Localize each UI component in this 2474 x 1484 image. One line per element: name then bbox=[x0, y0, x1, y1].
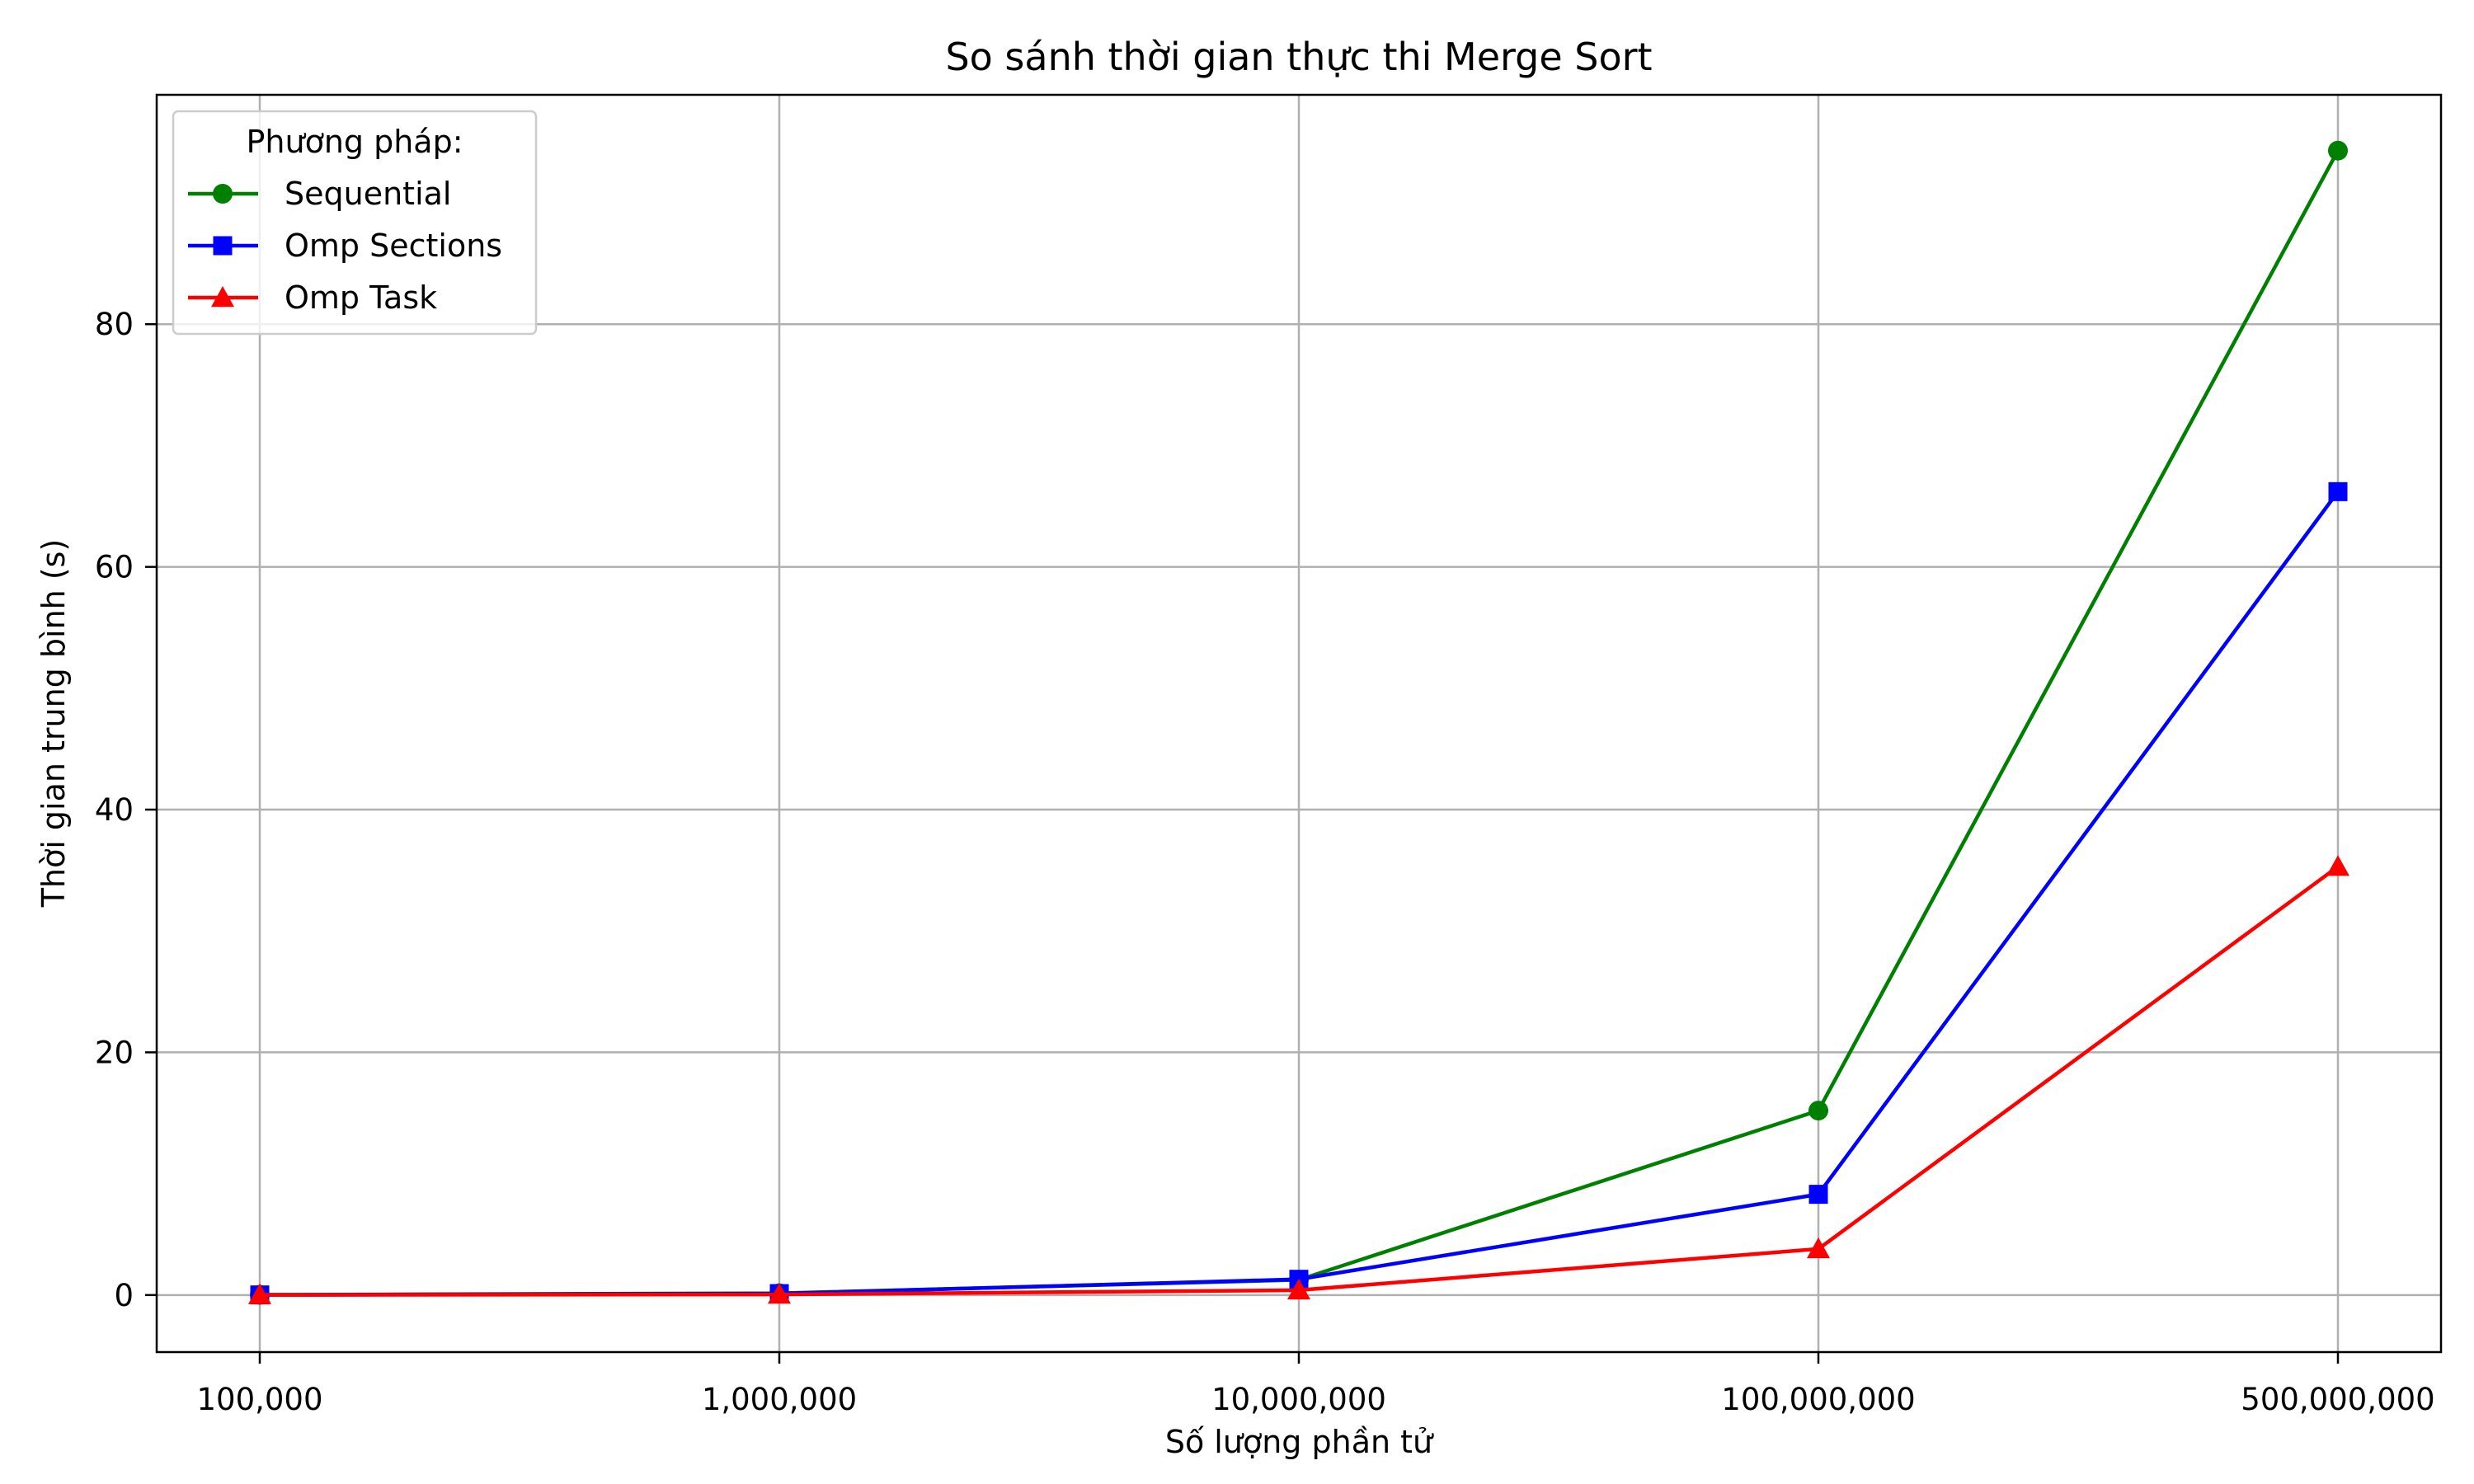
y-tick-label: 40 bbox=[95, 792, 134, 828]
y-tick-label: 0 bbox=[114, 1278, 134, 1313]
legend-label: Sequential bbox=[285, 176, 451, 212]
legend-label: Omp Sections bbox=[285, 228, 502, 264]
y-tick-label: 80 bbox=[95, 307, 134, 342]
legend-item-omp-task: Omp Task bbox=[188, 279, 437, 316]
legend-box bbox=[172, 110, 538, 336]
legend-item-omp-sections: Omp Sections bbox=[188, 228, 502, 264]
y-tick-label: 60 bbox=[95, 550, 134, 585]
data-point-omp-task bbox=[768, 1283, 791, 1304]
data-point-omp-task bbox=[1287, 1278, 1310, 1300]
y-axis-label: Thời gian trung bình (s) bbox=[35, 539, 72, 909]
plot-frame bbox=[155, 93, 2443, 1354]
chart-title: So sánh thời gian thực thi Merge Sort bbox=[945, 35, 1652, 79]
x-tick-label: 100,000 bbox=[196, 1382, 322, 1417]
x-tick-label: 500,000,000 bbox=[2241, 1382, 2434, 1417]
legend: Phương pháp: Sequential Omp Sections Omp Ta… bbox=[172, 110, 538, 336]
data-point-sequential bbox=[1808, 1101, 1828, 1121]
x-tick-label: 10,000,000 bbox=[1211, 1382, 1386, 1417]
x-axis-label: Số lượng phần tử bbox=[1165, 1424, 1434, 1460]
x-tick-label: 100,000,000 bbox=[1721, 1382, 1915, 1417]
axis-ticks: 100,000 1,000,000 10,000,000 100,000,000 500… bbox=[95, 307, 2435, 1417]
legend-marker bbox=[211, 286, 234, 308]
legend-marker bbox=[213, 184, 233, 204]
data-point-omp-task bbox=[248, 1283, 271, 1304]
legend-title: Phương pháp: bbox=[246, 124, 463, 160]
legend-label: Omp Task bbox=[285, 279, 437, 316]
data-series bbox=[248, 140, 2349, 1305]
data-point-omp-sections bbox=[2328, 481, 2348, 501]
data-point-sequential bbox=[2328, 140, 2348, 161]
legend-item-sequential: Sequential bbox=[188, 176, 451, 212]
y-tick-label: 20 bbox=[95, 1035, 134, 1070]
x-tick-label: 1,000,000 bbox=[702, 1382, 857, 1417]
series-omp-task bbox=[248, 855, 2349, 1304]
data-point-omp-sections bbox=[1808, 1185, 1828, 1205]
legend-marker bbox=[213, 236, 233, 256]
data-point-omp-task bbox=[2326, 855, 2349, 876]
data-point-omp-task bbox=[1807, 1237, 1830, 1259]
